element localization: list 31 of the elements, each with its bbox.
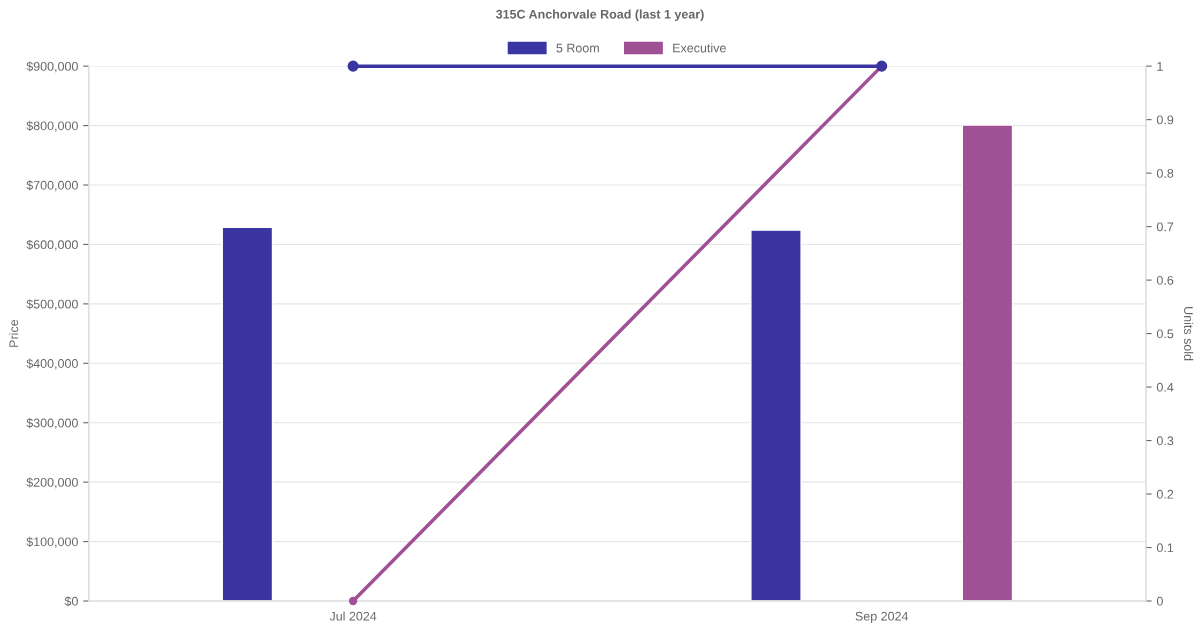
- y-tick-label: $200,000: [26, 477, 78, 489]
- y-tick-label: $800,000: [26, 120, 78, 132]
- chart-title: 315C Anchorvale Road (last 1 year): [495, 9, 704, 22]
- legend-label: Executive: [673, 43, 726, 53]
- legend-label: 5 Room: [556, 43, 599, 53]
- y2-tick-label: 1: [1157, 62, 1163, 71]
- y2-tick-label: 0.1: [1156, 543, 1174, 553]
- y-tick-label: $700,000: [26, 180, 78, 192]
- y-tick-label: $0: [64, 596, 78, 607]
- y-tick-label: $300,000: [26, 418, 78, 429]
- y2-tick-label: 0.4: [1156, 382, 1174, 392]
- bar: [221, 226, 274, 602]
- y-tick-label: $100,000: [26, 536, 78, 548]
- y-tick-label: $500,000: [26, 299, 78, 310]
- y-tick-label: $400,000: [26, 358, 78, 370]
- x-tick-label: Jul 2024: [329, 611, 377, 621]
- y2-tick-label: 0.9: [1156, 115, 1174, 125]
- y2-tick-label: 0.3: [1156, 436, 1174, 446]
- x-tick-label: Sep 2024: [855, 611, 909, 624]
- bar: [750, 229, 802, 602]
- y-tick-label: $900,000: [26, 61, 78, 73]
- y-tick-label: $600,000: [26, 239, 78, 251]
- y2-tick-label: 0.7: [1156, 222, 1174, 232]
- bar: [961, 124, 1014, 602]
- y2-axis-title: Units sold: [1184, 307, 1194, 361]
- y2-tick-label: 0.2: [1156, 489, 1174, 499]
- y2-tick-label: 0.5: [1156, 329, 1174, 339]
- y-axis-title: Price: [9, 319, 19, 347]
- y2-tick-label: 0.8: [1156, 168, 1174, 178]
- y2-tick-label: 0: [1156, 596, 1163, 606]
- y2-tick-label: 0.6: [1156, 275, 1174, 285]
